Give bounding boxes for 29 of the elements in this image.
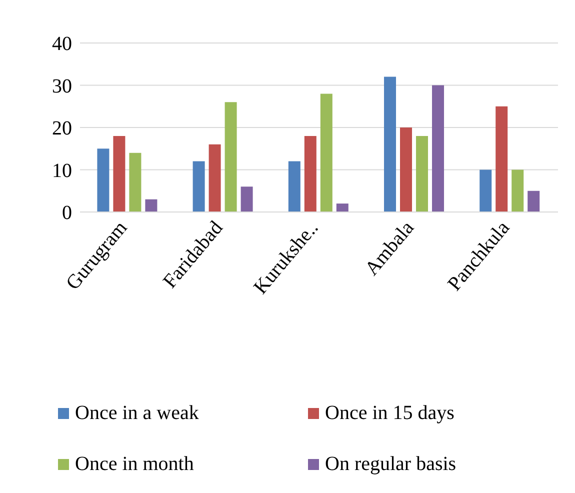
y-tick-label: 0 bbox=[62, 202, 72, 224]
legend-label: Once in month bbox=[75, 453, 194, 476]
y-tick-label: 10 bbox=[52, 160, 72, 182]
y-tick-label: 40 bbox=[52, 33, 72, 56]
bar bbox=[432, 85, 444, 212]
bar bbox=[400, 128, 412, 212]
bar bbox=[336, 204, 348, 212]
legend-label: On regular basis bbox=[325, 453, 456, 476]
bar bbox=[224, 102, 237, 212]
bar bbox=[528, 190, 540, 212]
bar bbox=[240, 186, 253, 212]
bar bbox=[129, 152, 142, 212]
bar bbox=[416, 136, 428, 212]
bar bbox=[208, 144, 221, 212]
bar bbox=[496, 106, 508, 212]
bar bbox=[320, 94, 332, 212]
bar bbox=[480, 170, 492, 212]
legend-label: Once in 15 days bbox=[325, 402, 454, 425]
bar bbox=[97, 148, 110, 212]
bar bbox=[288, 161, 300, 212]
y-tick-label: 30 bbox=[52, 75, 72, 98]
bar bbox=[192, 161, 205, 212]
legend-label: Once in a weak bbox=[75, 402, 199, 425]
y-tick-label: 20 bbox=[52, 118, 72, 140]
bar bbox=[304, 136, 316, 212]
bar bbox=[384, 76, 396, 212]
bar bbox=[512, 170, 524, 212]
bar bbox=[113, 136, 126, 212]
bar bbox=[145, 199, 158, 212]
